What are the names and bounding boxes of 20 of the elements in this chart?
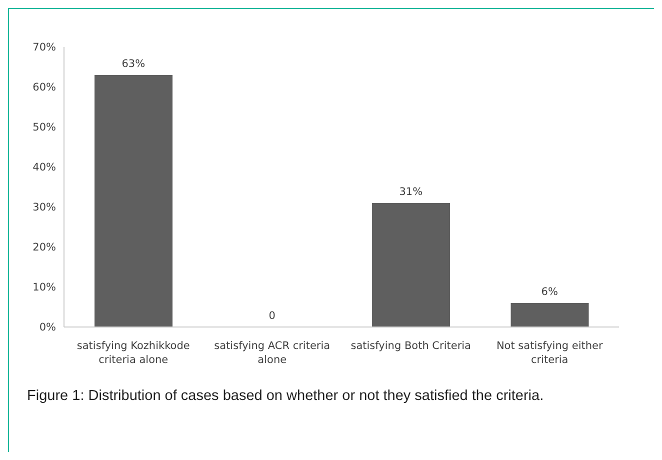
y-tick-label: 30% <box>32 202 56 214</box>
bar <box>510 303 589 327</box>
y-tick-label: 0% <box>39 322 56 334</box>
bar <box>372 203 450 327</box>
y-tick-label: 70% <box>32 42 56 54</box>
x-tick-label: satisfying ACR criteria alone <box>214 340 330 366</box>
x-tick-label: satisfying Both Criteria <box>350 340 472 352</box>
data-label: 6% <box>541 286 558 298</box>
data-label: 0 <box>268 310 276 322</box>
y-tick-label: 20% <box>32 242 56 254</box>
y-tick-label: 10% <box>32 282 56 294</box>
bar <box>94 75 173 327</box>
y-tick-label: 60% <box>32 82 56 94</box>
x-tick-label: satisfying Kozhikkode criteria alone <box>76 340 190 366</box>
caption: Figure 1: Distribution of cases based on whether or not they satisfied the criteria. <box>26 387 545 406</box>
data-label: 63% <box>122 58 146 70</box>
x-tick-label: Not satisfying either criteria <box>496 340 604 366</box>
y-tick-label: 50% <box>32 122 56 134</box>
y-tick-label: 40% <box>32 162 56 174</box>
data-label: 31% <box>399 186 423 198</box>
